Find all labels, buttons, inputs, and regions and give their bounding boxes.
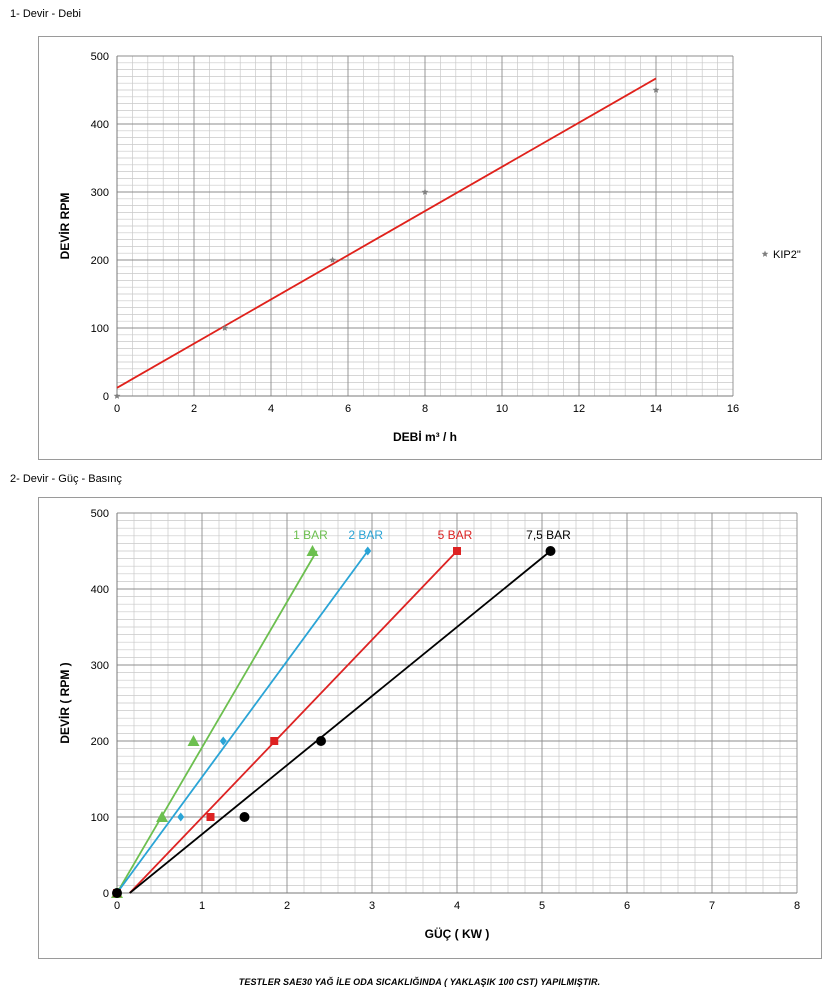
- data-point-diamond: [177, 812, 185, 822]
- x-tick-label: 8: [422, 403, 428, 415]
- data-point-star: [421, 188, 429, 195]
- chart2-frame: 0 1 2 3 4 5 6 7 8 0 100 200 300 400 500 1 BAR 2 BAR 5 BAR…: [38, 497, 822, 959]
- grid-lines: [116, 512, 798, 894]
- legend: KIP2": [761, 249, 801, 261]
- chart1-frame: 0 2 4 6 8 10 12 14 16 0 100 200 300 400 500 KIP2" DEBİ m…: [38, 36, 822, 460]
- x-tick-label: 12: [573, 403, 585, 415]
- data-point-star: [113, 392, 121, 399]
- x-tick-label: 6: [345, 403, 351, 415]
- data-point-star: [329, 256, 336, 263]
- data-point-circle: [239, 812, 250, 822]
- y-tick-label: 0: [103, 888, 109, 900]
- chart1-section-title: 1- Devir - Debi: [10, 8, 81, 20]
- series-label: 5 BAR: [438, 528, 473, 542]
- x-axis-title: DEBİ m³ / h: [393, 429, 457, 444]
- series-label: 7,5 BAR: [526, 528, 571, 542]
- series-label: 2 BAR: [348, 528, 383, 542]
- data-point-diamond: [219, 736, 227, 746]
- x-tick-label: 8: [794, 900, 800, 912]
- data-point-star: [652, 86, 660, 93]
- data-point-circle: [316, 736, 326, 746]
- x-tick-label: 4: [268, 403, 274, 415]
- y-tick-label: 400: [91, 584, 109, 596]
- y-tick-label: 0: [103, 391, 109, 403]
- chart2-section-title: 2- Devir - Güç - Basınç: [10, 473, 122, 485]
- devir-guc-basinc-chart: 0 1 2 3 4 5 6 7 8 0 100 200 300 400 500 1 BAR 2 BAR 5 BAR…: [57, 508, 800, 941]
- y-tick-label: 300: [91, 660, 109, 672]
- data-point-triangle: [156, 811, 169, 822]
- series-kip2: [113, 86, 660, 399]
- x-tick-label: 6: [624, 900, 630, 912]
- x-tick-label: 4: [454, 900, 460, 912]
- y-tick-label: 500: [91, 508, 109, 520]
- x-tick-label: 5: [539, 900, 545, 912]
- data-point-square: [453, 547, 461, 555]
- x-tick-label: 7: [709, 900, 715, 912]
- y-tick-label: 300: [91, 187, 109, 199]
- x-tick-label: 1: [199, 900, 205, 912]
- devir-debi-chart: 0 2 4 6 8 10 12 14 16 0 100 200 300 400 500 KIP2" DEBİ m…: [57, 51, 801, 444]
- x-axis-title: GÜÇ ( KW ): [425, 926, 490, 941]
- series-label: 1 BAR: [293, 528, 328, 542]
- grid-lines: [116, 55, 734, 397]
- data-point-circle: [112, 888, 122, 898]
- trendline: [129, 550, 458, 894]
- data-point-square: [206, 813, 215, 821]
- x-tick-label: 16: [727, 403, 739, 415]
- series-2bar: [113, 546, 372, 898]
- y-axis-title: DEVİR ( RPM ): [57, 662, 72, 743]
- x-tick-label: 2: [191, 403, 197, 415]
- x-tick-label: 0: [114, 403, 120, 415]
- trendline: [116, 550, 369, 894]
- y-tick-label: 200: [91, 736, 109, 748]
- x-tick-label: 10: [496, 403, 508, 415]
- data-point-triangle: [187, 735, 200, 746]
- y-tick-label: 400: [91, 119, 109, 131]
- legend-marker: [761, 250, 769, 257]
- series-75bar: [112, 546, 556, 898]
- x-tick-label: 14: [650, 403, 662, 415]
- y-axis-title: DEVİR RPM: [57, 193, 72, 260]
- trendline: [116, 77, 657, 389]
- x-tick-label: 3: [369, 900, 375, 912]
- data-point-diamond: [364, 546, 372, 556]
- data-point-square: [270, 737, 279, 745]
- series-1bar: [111, 545, 319, 898]
- x-tick-label: 0: [114, 900, 120, 912]
- y-tick-label: 500: [91, 51, 109, 63]
- y-tick-label: 200: [91, 255, 109, 267]
- x-tick-label: 2: [284, 900, 290, 912]
- data-point-circle: [545, 546, 556, 556]
- footer-note: TESTLER SAE30 YAĞ İLE ODA SICAKLIĞINDA (…: [238, 977, 601, 987]
- data-point-triangle: [306, 545, 319, 556]
- trendline: [116, 550, 318, 894]
- legend-label: KIP2": [773, 249, 801, 261]
- data-point-star: [221, 324, 229, 331]
- y-tick-label: 100: [91, 323, 109, 335]
- trendline: [129, 550, 552, 894]
- y-tick-label: 100: [91, 812, 109, 824]
